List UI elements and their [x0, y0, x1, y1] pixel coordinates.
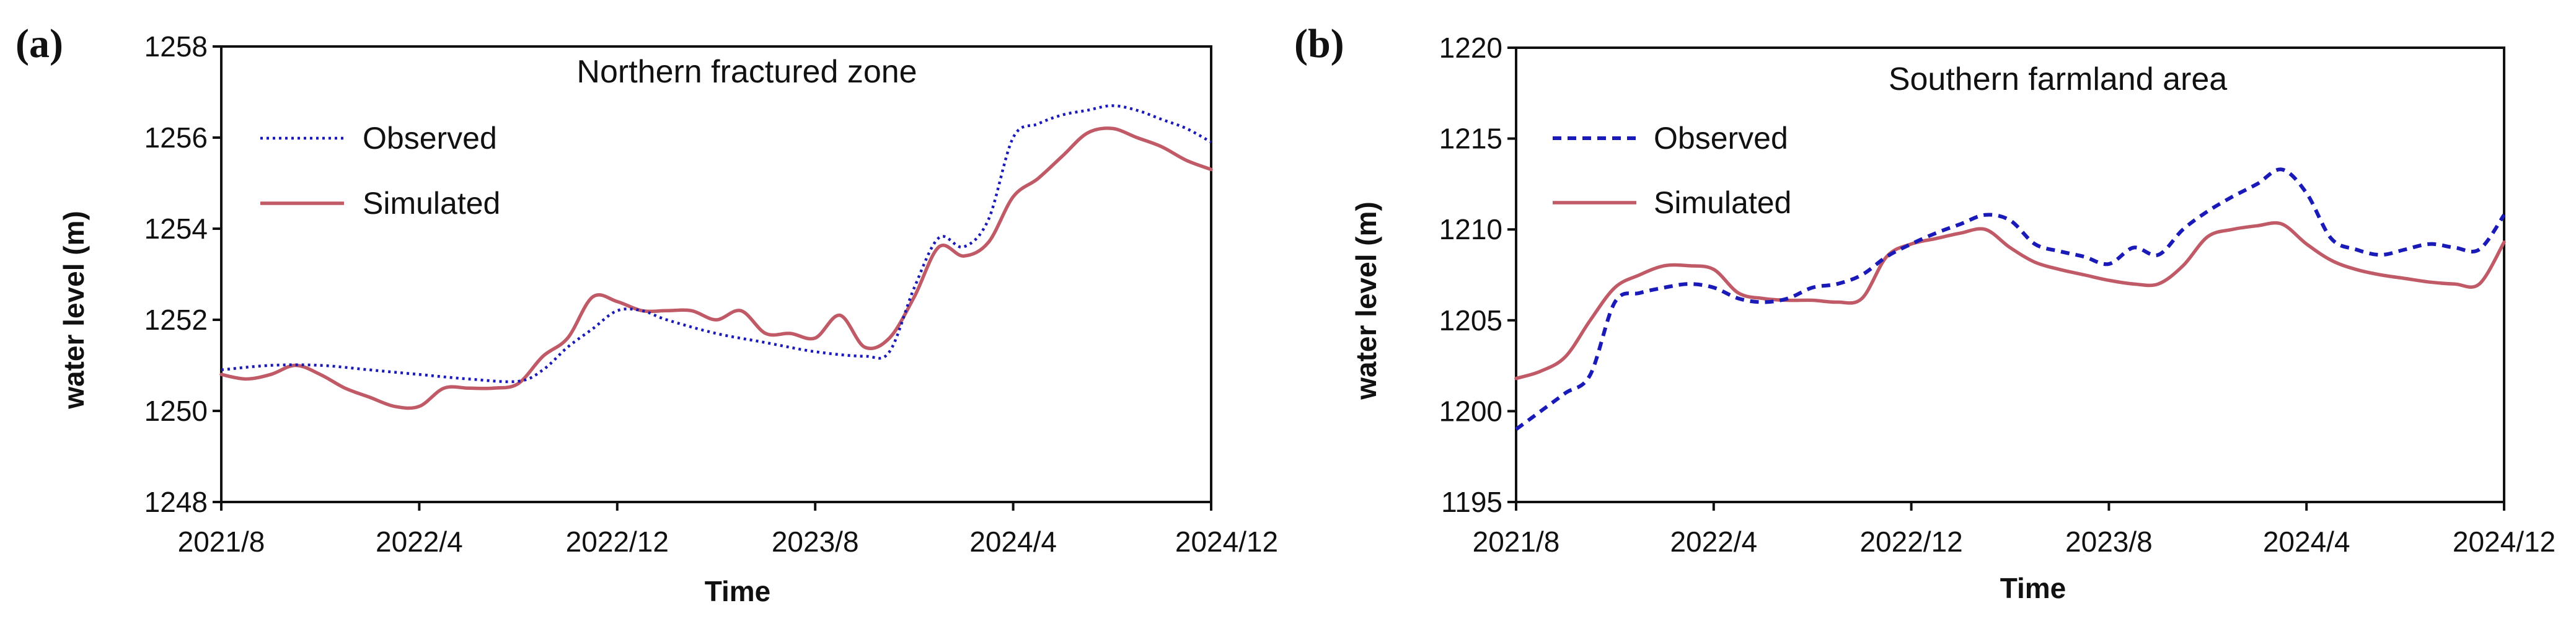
panel-a-y-tick-label: 1252: [144, 304, 208, 336]
panel-b-y-tick-label: 1215: [1439, 123, 1502, 155]
panel-b-axes: 1195 1200 1205 1210 1215 1220 2021/8 2022/4 2022…: [1439, 32, 2556, 558]
panel-a-x-tick-label: 2024/12: [1175, 526, 1278, 558]
panel-a-title: Northern fractured zone: [576, 54, 917, 90]
panel-b-x-tick-label: 2022/12: [1859, 526, 1962, 558]
panel-b-legend: Observed Simulated: [1553, 121, 1791, 220]
panel-b-x-tick-label: 2021/8: [1473, 526, 1560, 558]
panel-a-x-axis-title: Time: [705, 575, 771, 607]
panel-b-y-tick-label: 1210: [1439, 213, 1502, 245]
panel-b-label: (b): [1294, 21, 1344, 66]
legend-simulated-label: Simulated: [363, 186, 500, 221]
panel-a-series: [219, 104, 1213, 410]
panel-b-y-tick-label: 1205: [1439, 304, 1502, 337]
panel-b-y-tick-label: 1195: [1441, 486, 1502, 518]
panel-a-chart: (a) Northern fractured zone Time water l…: [15, 21, 1278, 607]
panel-a-y-tick-label: 1254: [144, 213, 208, 245]
panel-b-series-simulated-line: [1514, 221, 2506, 381]
panel-a-x-tick-label: 2023/8: [772, 526, 859, 558]
panel-a-label: (a): [15, 21, 63, 66]
legend-observed-label: Observed: [363, 121, 497, 156]
panel-b-series: [1514, 167, 2506, 431]
legend-simulated-label: Simulated: [1654, 185, 1791, 220]
panel-b-plot-area: 1195 1200 1205 1210 1215 1220 2021/8 2022/4 2022…: [1439, 32, 2556, 558]
panel-a-plot-frame: [220, 45, 1212, 503]
panel-b-x-tick-label: 2023/8: [2065, 526, 2153, 558]
panel-b-x-tick-label: 2022/4: [1670, 526, 1757, 558]
panel-b-plot-frame: [1515, 46, 2505, 503]
panel-a-x-tick-label: 2022/12: [566, 526, 669, 558]
panel-a-y-tick-label: 1248: [144, 486, 208, 518]
panel-a-y-axis-title: water level (m): [58, 211, 90, 410]
panel-a-x-tick-label: 2021/8: [178, 526, 265, 558]
panel-a-axes: 1248 1250 1252 1254 1256 1258 2021/8 2022/4 2022…: [144, 30, 1278, 558]
panel-a-x-tick-label: 2024/4: [969, 526, 1057, 558]
panel-b-y-tick-label: 1220: [1439, 32, 1502, 64]
panel-a-series-simulated-line: [219, 126, 1213, 410]
panel-b-title: Southern farmland area: [1889, 61, 2227, 97]
panel-b-chart: (b) Southern farmland area Time water le…: [1294, 21, 2556, 604]
panel-a-legend: Observed Simulated: [260, 121, 500, 221]
panel-b-x-tick-label: 2024/12: [2453, 526, 2556, 558]
panel-a-y-tick-label: 1258: [144, 30, 208, 63]
panel-a-x-tick-label: 2022/4: [376, 526, 463, 558]
panel-a-y-tick-label: 1250: [144, 395, 208, 427]
panel-a-y-tick-label: 1256: [144, 121, 208, 154]
panel-b-y-axis-title: water level (m): [1350, 201, 1382, 400]
panel-b-x-axis-title: Time: [2000, 572, 2067, 604]
panel-b-x-tick-label: 2024/4: [2263, 526, 2350, 558]
panel-b-y-tick-label: 1200: [1439, 395, 1502, 427]
panel-a-plot-area: 1248 1250 1252 1254 1256 1258 2021/8 2022/4 2022…: [144, 30, 1278, 558]
legend-observed-label: Observed: [1654, 121, 1788, 156]
